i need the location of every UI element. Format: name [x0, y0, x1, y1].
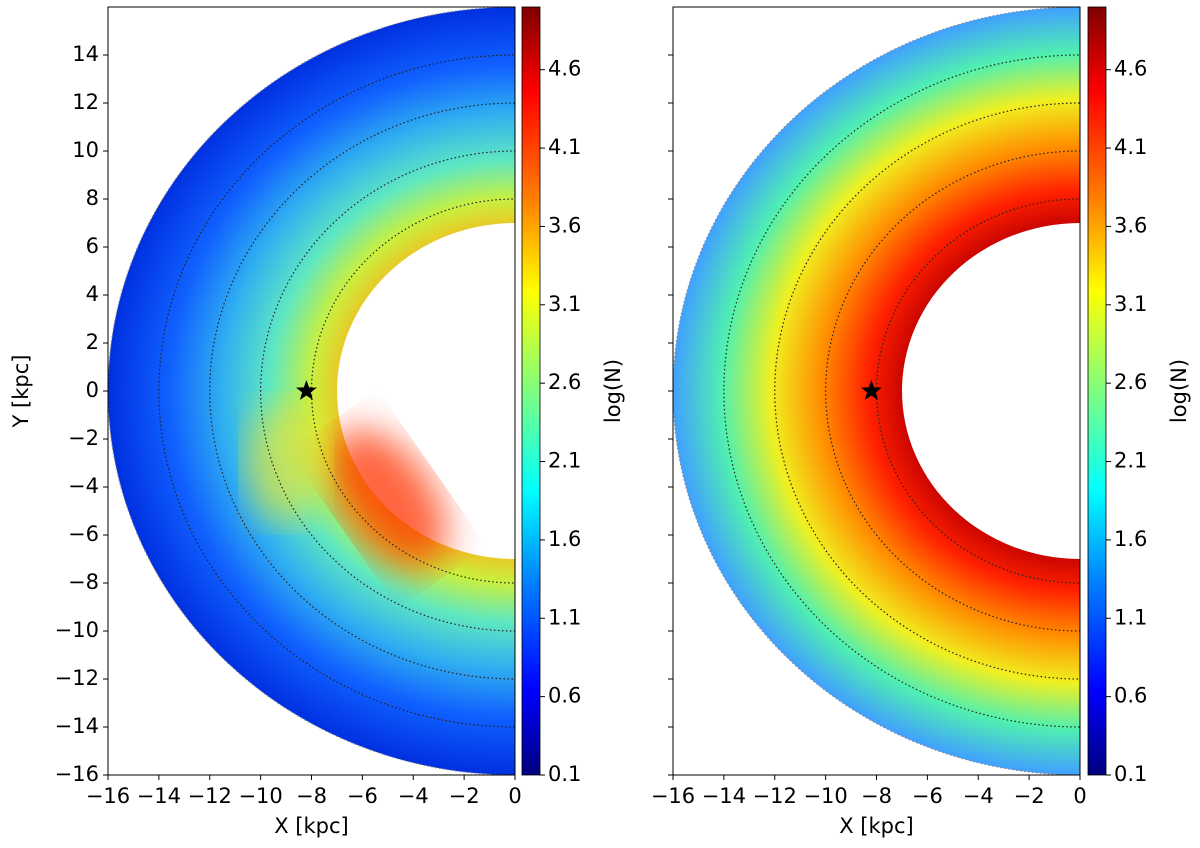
colorbar-tick-label: 4.1: [1114, 135, 1147, 159]
x-tick-label: −6: [912, 784, 943, 808]
y-tick-label: 6: [86, 234, 99, 258]
x-tick-label: −4: [398, 784, 429, 808]
colorbar-tick-label: 3.6: [548, 213, 581, 237]
y-axis-label: Y [kpc]: [9, 355, 33, 429]
colorbar-tick-label: 1.1: [1114, 605, 1147, 629]
y-tick-label: −4: [68, 474, 99, 498]
y-tick-label: −16: [55, 762, 99, 786]
y-tick-label: −12: [55, 666, 99, 690]
y-tick-label: 10: [72, 138, 99, 162]
x-tick-label: 0: [508, 784, 521, 808]
colorbar-tick-label: 3.1: [1114, 292, 1147, 316]
colorbar-tick-label: 3.1: [548, 292, 581, 316]
y-tick-label: 2: [86, 330, 99, 354]
colorbar: [1088, 7, 1106, 775]
x-tick-label: −10: [803, 784, 847, 808]
y-tick-label: 0: [86, 378, 99, 402]
density-hotspot: [246, 403, 326, 523]
colorbar-tick-label: 1.6: [548, 527, 581, 551]
colorbar-tick-label: 2.1: [1114, 449, 1147, 473]
x-tick-label: −4: [963, 784, 994, 808]
colorbar-tick-label: 2.6: [548, 370, 581, 394]
x-axis-label: X [kpc]: [839, 814, 913, 838]
colorbar-tick-label: 2.6: [1114, 370, 1147, 394]
colorbar-tick-label: 0.6: [548, 684, 581, 708]
y-tick-label: −6: [68, 522, 99, 546]
colorbar-tick-label: 4.6: [548, 57, 581, 81]
x-tick-label: −2: [449, 784, 480, 808]
x-tick-label: −2: [1014, 784, 1045, 808]
y-tick-label: −10: [55, 618, 99, 642]
x-tick-label: −14: [702, 784, 746, 808]
colorbar: [522, 7, 540, 775]
y-tick-label: 12: [72, 90, 99, 114]
x-tick-label: −12: [188, 784, 232, 808]
y-tick-label: −14: [55, 714, 99, 738]
y-tick-label: −2: [68, 426, 99, 450]
y-tick-label: 4: [86, 282, 99, 306]
colorbar-tick-label: 0.1: [1114, 762, 1147, 786]
colorbar-tick-label: 3.6: [1114, 213, 1147, 237]
colorbar-tick-label: 0.6: [1114, 684, 1147, 708]
y-tick-label: 8: [86, 186, 99, 210]
x-tick-label: −8: [296, 784, 327, 808]
x-tick-label: −10: [238, 784, 282, 808]
x-tick-label: −16: [651, 784, 695, 808]
x-axis-label: X [kpc]: [274, 814, 348, 838]
colorbar-tick-label: 4.6: [1114, 57, 1147, 81]
y-tick-label: 14: [72, 42, 99, 66]
colorbar-tick-label: 0.1: [548, 762, 581, 786]
y-tick-label: −8: [68, 570, 99, 594]
colorbar-tick-label: 2.1: [548, 449, 581, 473]
colorbar-tick-label: 1.6: [1114, 527, 1147, 551]
colorbar-tick-label: 4.1: [548, 135, 581, 159]
x-tick-label: −16: [86, 784, 130, 808]
x-tick-label: −14: [137, 784, 181, 808]
colorbar-label: log(N): [1167, 359, 1191, 423]
x-tick-label: −6: [347, 784, 378, 808]
x-tick-label: 0: [1073, 784, 1086, 808]
colorbar-label: log(N): [601, 359, 625, 423]
x-tick-label: −12: [753, 784, 797, 808]
colorbar-tick-label: 1.1: [548, 605, 581, 629]
x-tick-label: −8: [861, 784, 892, 808]
